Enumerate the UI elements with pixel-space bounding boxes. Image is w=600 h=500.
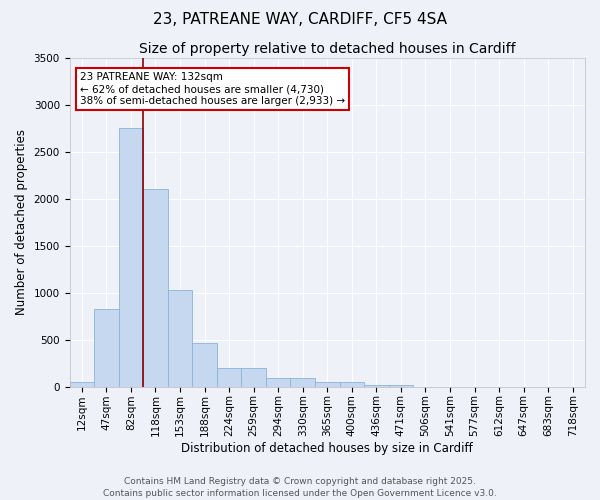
Title: Size of property relative to detached houses in Cardiff: Size of property relative to detached ho… bbox=[139, 42, 515, 56]
Y-axis label: Number of detached properties: Number of detached properties bbox=[15, 129, 28, 315]
Text: Contains HM Land Registry data © Crown copyright and database right 2025.
Contai: Contains HM Land Registry data © Crown c… bbox=[103, 476, 497, 498]
Bar bbox=[94, 308, 119, 386]
Bar bbox=[217, 368, 241, 386]
Bar bbox=[389, 385, 413, 386]
Bar bbox=[290, 378, 315, 386]
Text: 23, PATREANE WAY, CARDIFF, CF5 4SA: 23, PATREANE WAY, CARDIFF, CF5 4SA bbox=[153, 12, 447, 28]
Bar bbox=[315, 382, 340, 386]
Bar bbox=[364, 385, 389, 386]
Bar bbox=[119, 128, 143, 386]
Text: 23 PATREANE WAY: 132sqm
← 62% of detached houses are smaller (4,730)
38% of semi: 23 PATREANE WAY: 132sqm ← 62% of detache… bbox=[80, 72, 345, 106]
Bar bbox=[70, 382, 94, 386]
Bar bbox=[241, 368, 266, 386]
Bar bbox=[143, 190, 168, 386]
Bar bbox=[340, 382, 364, 386]
Bar bbox=[266, 378, 290, 386]
X-axis label: Distribution of detached houses by size in Cardiff: Distribution of detached houses by size … bbox=[181, 442, 473, 455]
Bar bbox=[168, 290, 192, 386]
Bar bbox=[192, 344, 217, 386]
